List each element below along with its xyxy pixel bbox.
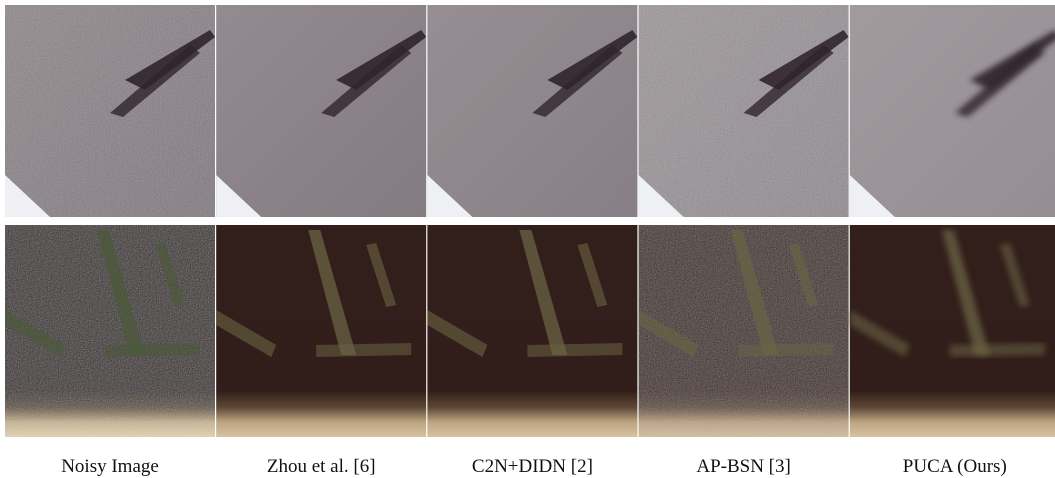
haze [849, 225, 1055, 437]
streak [949, 343, 1045, 357]
light-corner [427, 175, 473, 217]
streak [427, 310, 488, 357]
streak [216, 310, 277, 357]
image-background [849, 5, 1055, 217]
haze [427, 225, 638, 437]
streak [941, 230, 990, 355]
panels: Noisy Image Zhou et al. [6] C2N+DIDN [2] AP… [5, 5, 1055, 477]
caption: C2N+DIDN [2] [472, 456, 593, 477]
streak [730, 230, 779, 355]
streak [849, 310, 910, 357]
bottom-image [638, 225, 849, 437]
streak [105, 343, 200, 357]
shadow-stroke [954, 45, 1045, 117]
shadow-stroke [532, 45, 623, 117]
shadow-stroke [743, 45, 834, 117]
caption: PUCA (Ours) [903, 456, 1007, 477]
streak [308, 230, 357, 355]
streak [5, 310, 65, 357]
shadow-stroke [125, 30, 215, 90]
image-background [5, 5, 215, 217]
shadow-stroke [758, 30, 849, 90]
caption: Noisy Image [61, 456, 159, 477]
bottom-image [849, 225, 1055, 437]
light-corner [849, 175, 895, 217]
streak [316, 343, 412, 357]
streak [97, 230, 145, 355]
image-background [638, 5, 849, 217]
shadow-stroke [547, 30, 638, 90]
haze [427, 5, 638, 217]
streak [527, 343, 623, 357]
bottom-image [5, 225, 215, 437]
light-corner [5, 175, 50, 217]
light-corner [216, 175, 262, 217]
streak [577, 243, 608, 307]
light-corner [638, 175, 684, 217]
bottom-image [216, 225, 427, 437]
image-background [216, 5, 427, 217]
streak [155, 243, 185, 307]
caption: Zhou et al. [6] [267, 456, 376, 477]
haze [638, 225, 849, 437]
top-image [216, 5, 427, 217]
shadow-stroke [336, 30, 427, 90]
top-image [5, 5, 215, 217]
haze [638, 5, 849, 217]
shadow-stroke [110, 45, 200, 117]
shadow-stroke [321, 45, 412, 117]
haze [216, 225, 427, 437]
top-image [849, 5, 1055, 217]
streak [638, 310, 699, 357]
top-image [427, 5, 638, 217]
streak [999, 243, 1030, 307]
haze [849, 5, 1055, 217]
shadow-stroke [969, 30, 1055, 90]
image-background [427, 5, 638, 217]
streak [788, 243, 819, 307]
bottom-image [427, 225, 638, 437]
streak [366, 243, 397, 307]
caption: AP-BSN [3] [696, 456, 790, 477]
top-image [638, 5, 849, 217]
haze [216, 5, 427, 217]
streak [519, 230, 568, 355]
streak [738, 343, 834, 357]
